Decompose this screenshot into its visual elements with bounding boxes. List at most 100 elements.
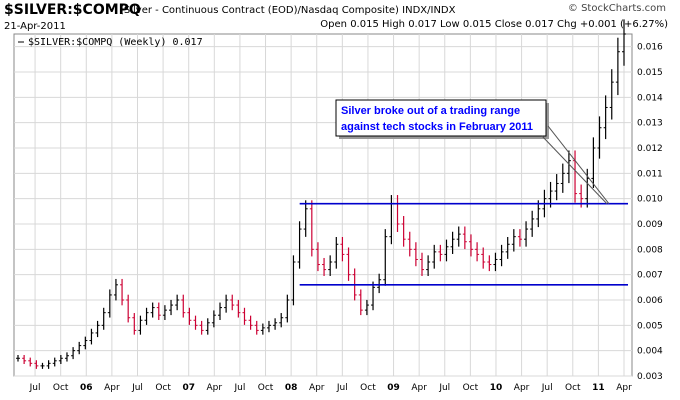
- x-tick-label: Jul: [541, 383, 553, 393]
- open-value: 0.015: [350, 19, 379, 30]
- chart-symbol: $SILVER:$COMPQ: [4, 2, 141, 18]
- ohlc-bar: [426, 255, 431, 276]
- chart-date: 21-Apr-2011: [4, 21, 66, 32]
- ohlc-bar: [328, 255, 333, 276]
- ohlc-bar: [58, 354, 63, 364]
- ohlc-bar: [322, 257, 327, 276]
- ohlc-bar: [475, 242, 480, 262]
- ohlc-bar: [603, 95, 608, 140]
- y-tick-label: 0.004: [637, 347, 663, 357]
- ohlc-bar: [462, 226, 467, 250]
- x-tick-label: Oct: [53, 383, 69, 393]
- ohlc-bar: [346, 247, 351, 281]
- ohlc-bar: [199, 320, 204, 335]
- x-tick-label: Apr: [411, 383, 427, 393]
- ohlc-bar: [450, 231, 455, 254]
- ohlc-bar: [144, 307, 149, 325]
- ohlc-bar: [132, 313, 137, 335]
- ohlc-bar: [334, 236, 339, 269]
- ohlc-bar: [413, 242, 418, 267]
- plot-frame: [13, 33, 633, 377]
- y-tick-label: 0.007: [637, 271, 663, 281]
- ohlc-bar: [187, 307, 192, 325]
- annotation: Silver broke out of a trading range again…: [335, 99, 610, 205]
- ohlc-bar: [524, 221, 529, 247]
- ohlc-bar: [420, 252, 424, 276]
- ohlc-bar: [260, 323, 265, 335]
- y-tick-label: 0.016: [637, 43, 663, 53]
- y-tick-label: 0.003: [637, 372, 663, 382]
- stockcharts-watermark: © StockCharts.com: [568, 3, 666, 14]
- ohlc-bar: [499, 244, 504, 267]
- x-tick-label: Oct: [258, 383, 274, 393]
- x-tick-label: Apr: [104, 383, 120, 393]
- ohlc-bar: [536, 200, 541, 228]
- ohlc-bar: [52, 357, 57, 367]
- low-label: Low: [440, 19, 460, 30]
- callout-line: [547, 125, 610, 205]
- y-tick-label: 0.015: [637, 68, 663, 78]
- ohlc-bar: [291, 255, 296, 306]
- ohlc-bar: [107, 289, 112, 318]
- ohlc-bar: [64, 352, 69, 362]
- chart-description: (Silver - Continuous Contract (EOD)/Nasd…: [120, 5, 456, 16]
- ohlc-bar: [46, 360, 51, 369]
- ohlc-bar: [254, 320, 259, 335]
- ohlc-bar: [609, 69, 614, 120]
- ohlc-bar: [181, 294, 186, 318]
- x-tick-label: 10: [490, 383, 503, 393]
- ohlc-bar: [138, 315, 143, 335]
- legend: $SILVER:$COMPQ (Weekly) 0.017: [18, 37, 203, 48]
- ohlc-bar: [193, 315, 198, 330]
- x-tick-label: Jul: [233, 383, 245, 393]
- ohlc-bar: [150, 302, 155, 318]
- ohlc-bar: [591, 137, 596, 188]
- x-tick-label: 11: [592, 383, 605, 393]
- ohlc-bar: [175, 294, 180, 311]
- x-tick-label: Oct: [360, 383, 376, 393]
- ohlc-bar: [315, 242, 320, 272]
- ohlc-bar: [554, 174, 559, 201]
- ohlc-bar: [89, 328, 94, 345]
- ohlc-bar: [101, 307, 106, 330]
- y-tick-label: 0.012: [637, 144, 663, 154]
- ohlc-bar: [242, 307, 247, 325]
- ohlc-bar: [566, 150, 571, 184]
- ohlc-bar: [309, 200, 314, 257]
- legend-text: $SILVER:$COMPQ (Weekly) 0.017: [28, 37, 203, 48]
- ohlc-bar: [597, 116, 602, 159]
- y-tick-label: 0.008: [637, 245, 663, 255]
- x-tick-label: Jul: [438, 383, 450, 393]
- ohlc-bar: [517, 229, 522, 247]
- y-tick-label: 0.014: [637, 93, 663, 103]
- x-tick-label: 07: [182, 383, 195, 393]
- ohlc-bar: [22, 354, 27, 364]
- ohlc-bar: [438, 244, 443, 262]
- ohlc-bar: [40, 362, 45, 369]
- ohlc-bar: [211, 310, 216, 328]
- ohlc-bar: [340, 236, 345, 262]
- high-value: 0.017: [408, 19, 437, 30]
- ohlc-bar: [113, 278, 118, 301]
- x-tick-label: Apr: [309, 383, 325, 393]
- ohlc-bar: [468, 234, 473, 257]
- ohlc-bar: [236, 299, 241, 318]
- high-label: High: [382, 19, 405, 30]
- open-label: Open: [320, 19, 347, 30]
- ohlc-bar: [371, 281, 376, 311]
- ohlc-bar: [279, 313, 284, 328]
- annotation-box: [335, 99, 547, 137]
- ohlc-bar: [383, 229, 388, 286]
- ohlc-bar: [358, 289, 363, 316]
- ohlc-bar: [364, 299, 369, 316]
- ohlc-bar: [224, 294, 229, 313]
- ohlc-bar: [266, 320, 271, 333]
- low-value: 0.015: [462, 19, 492, 30]
- x-tick-label: Jul: [29, 383, 41, 393]
- ohlc-bar: [511, 229, 516, 252]
- ohlc-bar: [248, 315, 253, 330]
- y-tick-label: 0.010: [637, 195, 663, 205]
- y-tick-label: 0.006: [637, 296, 663, 306]
- ohlc-bar: [126, 294, 131, 323]
